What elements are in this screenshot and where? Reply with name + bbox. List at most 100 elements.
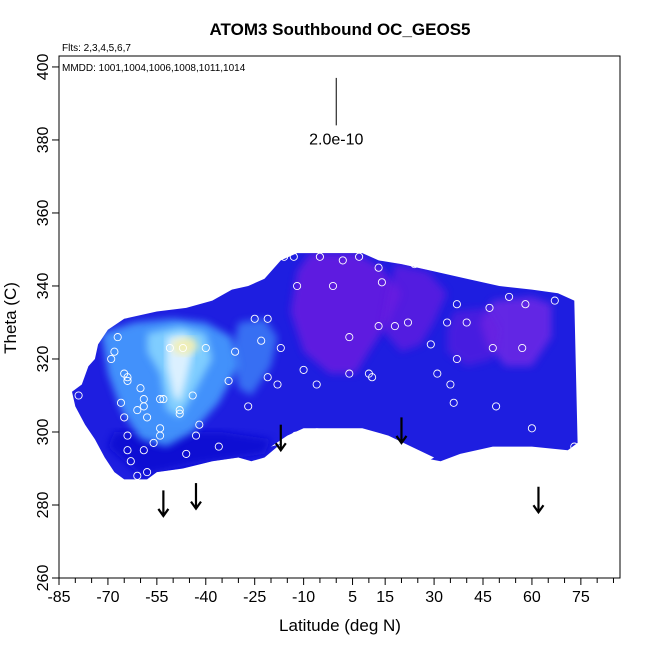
y-axis-label: Theta (C): [1, 282, 20, 354]
observation-point: [263, 314, 272, 323]
observation-point: [443, 318, 452, 327]
observation-point: [355, 252, 364, 261]
y-tick-label: 320: [35, 346, 52, 373]
observation-point: [390, 322, 399, 331]
field-region-violet-east-band: [381, 264, 448, 352]
x-axis-label: Latitude (deg N): [279, 616, 401, 635]
observation-point: [224, 376, 233, 385]
observation-point: [263, 373, 272, 382]
observation-point: [250, 314, 259, 323]
observation-point: [74, 391, 83, 400]
observation-point: [175, 409, 184, 418]
observation-point: [374, 322, 383, 331]
observation-point: [231, 347, 240, 356]
observation-point: [244, 402, 253, 411]
x-tick-label: 15: [376, 589, 394, 606]
y-axis: 260 280 300 320 340 360 380 400: [35, 54, 60, 592]
y-tick-label: 380: [35, 127, 52, 154]
observation-point: [126, 457, 135, 466]
chart-title: ATOM3 Southbound OC_GEOS5: [210, 20, 471, 39]
x-tick-label: 45: [474, 589, 492, 606]
observation-points-layer: [74, 252, 579, 480]
observation-point: [410, 260, 419, 269]
x-tick-label: -10: [292, 589, 315, 606]
observation-point: [149, 438, 158, 447]
y-tick-label: 280: [35, 492, 52, 519]
observation-point: [123, 431, 132, 440]
observation-point: [276, 343, 285, 353]
observation-point: [136, 384, 145, 393]
observation-point: [182, 449, 191, 458]
y-tick-label: 300: [35, 419, 52, 446]
observation-point: [377, 278, 386, 287]
observation-point: [201, 343, 210, 353]
x-tick-label: 5: [348, 589, 357, 606]
y-tick-label: 400: [35, 54, 52, 81]
observation-point: [159, 395, 168, 404]
observation-point: [488, 343, 497, 353]
observation-point: [345, 369, 354, 378]
observation-point: [312, 380, 321, 389]
observation-point: [143, 468, 152, 477]
observation-point: [139, 446, 148, 455]
flight-arrows-layer: [157, 417, 545, 518]
flights-label: Flts: 2,3,4,5,6,7: [62, 43, 131, 54]
field-region-light-blue-mid: [231, 318, 278, 396]
observation-point: [426, 340, 435, 349]
observation-point: [315, 252, 324, 261]
observation-point: [191, 431, 201, 440]
field-subregions: [101, 253, 552, 476]
observation-point: [214, 442, 223, 451]
observation-point: [374, 263, 383, 272]
x-tick-label: -55: [145, 589, 168, 606]
observation-point: [328, 281, 338, 291]
observation-point: [485, 303, 494, 312]
observation-point: [178, 343, 187, 353]
x-tick-label: -70: [96, 589, 119, 606]
observation-point: [120, 413, 129, 422]
x-tick-label: 60: [523, 589, 541, 606]
scale-bar: 2.0e-10: [309, 77, 363, 148]
observation-point: [452, 300, 461, 309]
y-tick-label: 340: [35, 273, 52, 300]
observation-point: [139, 402, 148, 411]
field-layer: [72, 253, 578, 480]
y-tick-label: 260: [35, 565, 52, 592]
flight-arrow: [157, 490, 170, 518]
observation-point: [299, 365, 308, 374]
observation-point: [446, 380, 455, 389]
observation-point: [518, 343, 527, 353]
observation-point: [133, 471, 142, 480]
field-region-violet-core: [290, 253, 402, 374]
observation-point: [570, 442, 579, 451]
observation-point: [188, 391, 197, 400]
observation-point: [338, 256, 347, 265]
observation-point: [293, 281, 302, 291]
observation-point: [156, 395, 165, 404]
observation-point: [368, 373, 377, 382]
scale-bar-label: 2.0e-10: [309, 131, 363, 148]
x-tick-label: 30: [425, 589, 443, 606]
observation-point: [449, 398, 458, 407]
mmdd-label: MMDD: 1001,1004,1006,1008,1011,1014: [62, 63, 246, 74]
observation-point: [110, 347, 119, 356]
observation-point: [527, 424, 536, 433]
flight-arrow: [274, 424, 287, 453]
observation-point: [175, 406, 184, 415]
observation-point: [123, 446, 132, 455]
observation-point: [505, 292, 514, 301]
observation-point: [143, 413, 152, 422]
y-tick-label: 360: [35, 200, 52, 227]
observation-point: [133, 406, 142, 415]
observation-point: [156, 431, 165, 440]
flight-arrow: [532, 486, 545, 515]
observation-point: [123, 376, 132, 385]
x-tick-label: -85: [47, 589, 70, 606]
observation-point: [462, 318, 471, 327]
observation-point: [257, 336, 266, 345]
observation-point: [280, 252, 289, 261]
observation-point: [433, 369, 442, 378]
observation-point: [521, 300, 530, 309]
observation-point: [550, 296, 559, 305]
